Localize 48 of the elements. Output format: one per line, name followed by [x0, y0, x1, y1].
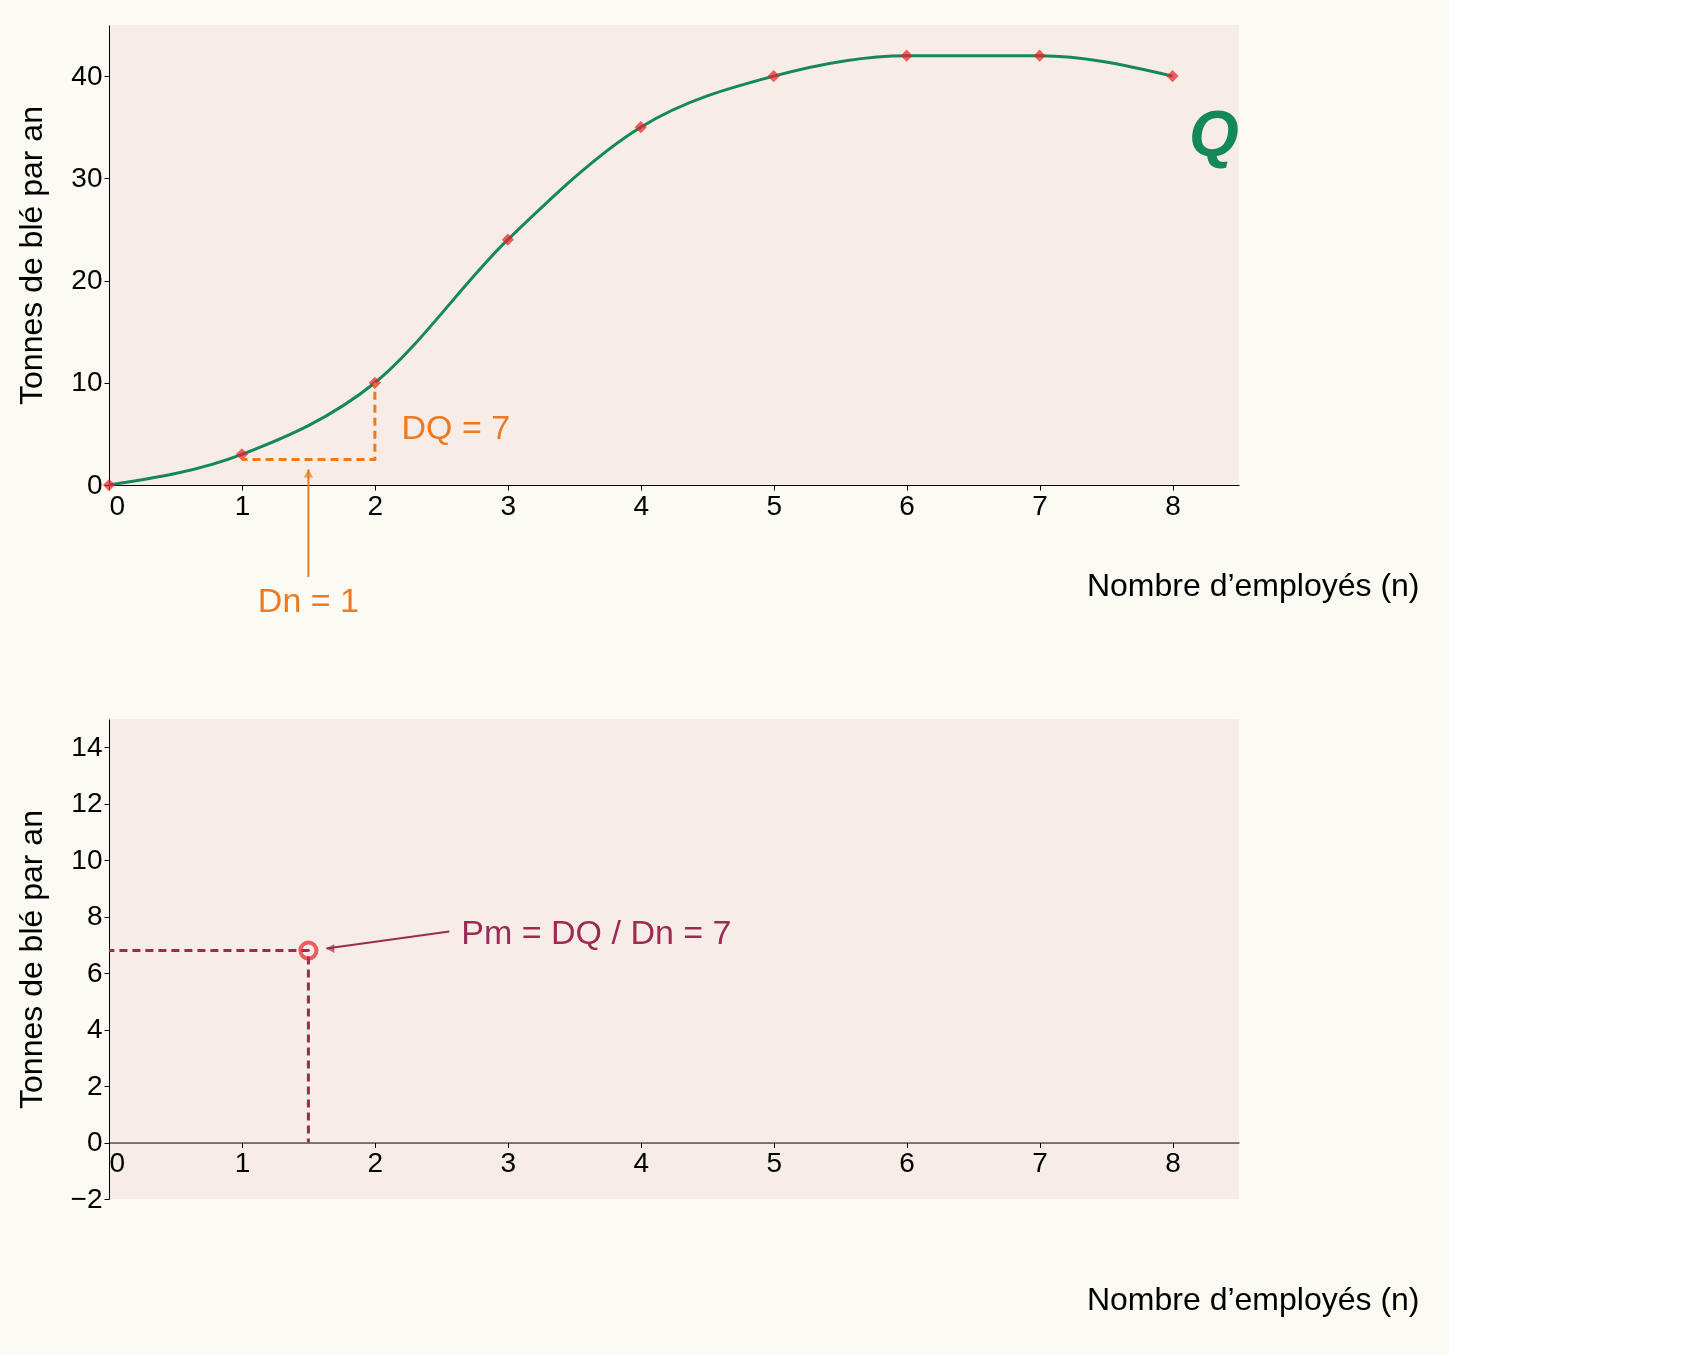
x-tick-label: 8 [1165, 489, 1181, 521]
x-tick-label: 4 [633, 489, 650, 521]
y-tick-label: 10 [71, 366, 103, 398]
y-tick-label: 0 [86, 468, 103, 500]
x-tick-label: 1 [234, 489, 251, 521]
y-tick-label: 12 [71, 787, 103, 819]
x-tick-label: 6 [899, 489, 915, 521]
y-tick-label: 0 [86, 1126, 103, 1158]
x-axis-title: Nombre d’employés (n) [1086, 566, 1420, 603]
x-tick-label: 3 [500, 489, 517, 521]
x-tick-label: 7 [1032, 1147, 1048, 1179]
text: Dn = 1 [257, 581, 359, 619]
y-tick-label: 2 [86, 1069, 103, 1101]
point [501, 233, 514, 246]
point [1033, 49, 1046, 62]
y-tick-label: 10 [71, 843, 103, 875]
annotation: Q [1189, 98, 1239, 171]
point [767, 69, 780, 83]
x-tick-label: 2 [367, 489, 384, 521]
annotation: Pm = DQ / Dn = 7 [461, 912, 732, 951]
x-tick-label: 1 [234, 1147, 251, 1179]
point [102, 478, 116, 492]
point [634, 121, 647, 134]
x-tick-label: 6 [899, 1147, 915, 1179]
y-tick-label: −2 [70, 1182, 103, 1214]
x-tick-label: 8 [1165, 1147, 1181, 1179]
x-tick-label: 5 [766, 1147, 782, 1179]
x-tick-label: 3 [500, 1147, 517, 1179]
annotation: DQ = 7 [401, 407, 511, 446]
point [900, 49, 913, 62]
point [235, 448, 249, 461]
x-tick-label: 2 [367, 1147, 384, 1179]
y-tick-label: 20 [71, 264, 103, 296]
y-axis-title: Tonnes de blé par an [12, 810, 49, 1109]
x-tick-label: 5 [766, 489, 782, 521]
y-tick-label: 4 [86, 1013, 103, 1045]
y-tick-label: 14 [71, 730, 103, 762]
x-axis-title: Nombre d’employés (n) [1086, 1280, 1420, 1317]
y-tick-label: 30 [71, 161, 103, 193]
y-axis-title: Tonnes de blé par an [13, 106, 50, 405]
x-tick-label: 4 [633, 1147, 650, 1179]
point [1166, 69, 1179, 83]
y-tick-label: 40 [71, 59, 103, 91]
x-tick-label: 0 [109, 1147, 126, 1179]
x-tick-label: 7 [1032, 489, 1048, 521]
y-tick-label: 6 [86, 956, 103, 988]
x-tick-label: 0 [109, 489, 126, 521]
y-tick-label: 8 [86, 900, 103, 932]
